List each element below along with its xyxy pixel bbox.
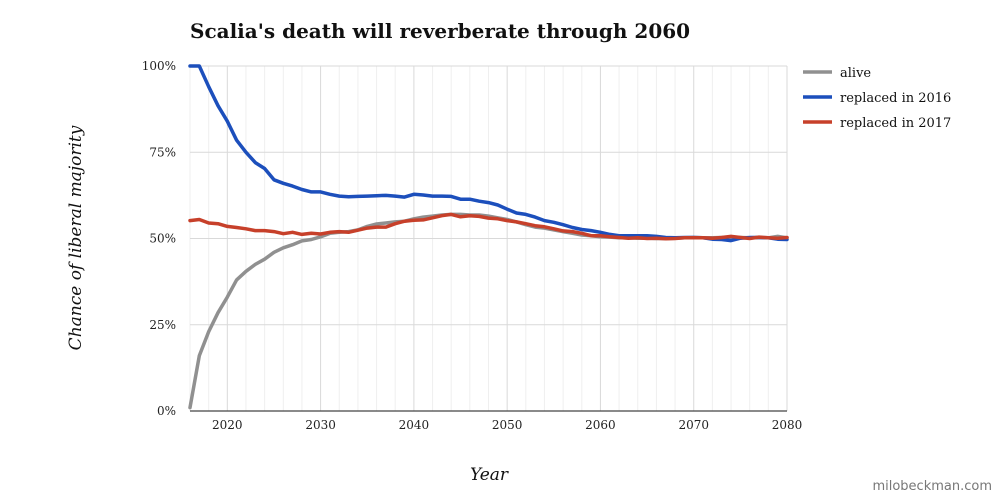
y-tick-labels: 0% 25% 50% 75% 100% bbox=[142, 59, 176, 418]
x-axis-title: Year bbox=[470, 465, 509, 485]
legend-label: replaced in 2017 bbox=[840, 116, 951, 131]
x-tick-label: 2050 bbox=[492, 418, 523, 432]
chart-title: Scalia's death will reverberate through … bbox=[190, 19, 690, 43]
x-tick-label: 2060 bbox=[585, 418, 616, 432]
series-lines bbox=[188, 64, 789, 410]
y-tick-label: 0% bbox=[157, 404, 176, 418]
legend-label: alive bbox=[840, 66, 871, 81]
series-line-replaced-in-2017 bbox=[188, 212, 789, 241]
y-tick-label: 50% bbox=[149, 232, 176, 246]
x-tick-label: 2040 bbox=[399, 418, 430, 432]
credit-text: milobeckman.com bbox=[872, 479, 992, 494]
legend-label: replaced in 2016 bbox=[840, 91, 951, 106]
x-tick-labels: 2020 2030 2040 2050 2060 2070 2080 bbox=[212, 418, 802, 432]
chart-legend: alive replaced in 2016 replaced in 2017 bbox=[803, 66, 951, 131]
y-axis-title: Chance of liberal majority bbox=[66, 125, 86, 350]
x-tick-label: 2070 bbox=[678, 418, 709, 432]
y-tick-label: 25% bbox=[149, 318, 176, 332]
x-tick-label: 2020 bbox=[212, 418, 243, 432]
y-tick-label: 75% bbox=[149, 145, 176, 159]
x-tick-label: 2080 bbox=[772, 418, 803, 432]
x-tick-label: 2030 bbox=[305, 418, 336, 432]
y-tick-label: 100% bbox=[142, 59, 176, 73]
